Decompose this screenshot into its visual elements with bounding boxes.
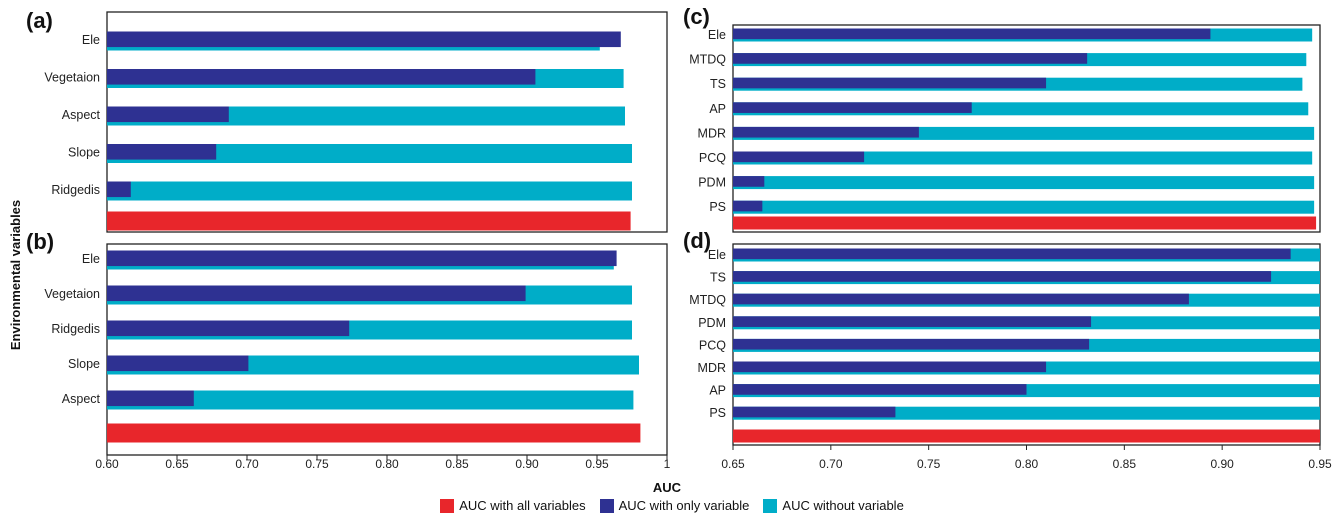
y-axis-title: Environmental variables bbox=[8, 200, 23, 350]
panel-a-label-ele: Ele bbox=[82, 33, 100, 47]
panel-c-bar-without-pdm bbox=[733, 176, 1315, 190]
panel-c-bar-only-mdr bbox=[733, 126, 919, 138]
panel-d-bar-only-mtdq bbox=[733, 293, 1189, 305]
panel-c-letter: (c) bbox=[683, 4, 710, 29]
panel-d-bar-only-ap bbox=[733, 384, 1027, 395]
panel-d-label-pcq: PCQ bbox=[699, 338, 726, 352]
panel-a-bar-all bbox=[107, 211, 631, 231]
left-tick-label-0.60: 0.60 bbox=[95, 457, 119, 471]
panel-d-label-ts: TS bbox=[710, 271, 726, 285]
panel-c-label-ap: AP bbox=[709, 102, 726, 116]
panel-c-bar-only-ap bbox=[733, 102, 972, 113]
legend-label-without: AUC without variable bbox=[782, 498, 904, 513]
left-tick-label-0.70: 0.70 bbox=[235, 457, 259, 471]
panel-b-bar-only-ridgedis bbox=[107, 320, 350, 337]
panel-b-label-ele: Ele bbox=[82, 252, 100, 266]
panel-b-bar-without-aspect bbox=[107, 390, 634, 410]
panel-b-label-ridgedis: Ridgedis bbox=[51, 322, 100, 336]
panel-c-label-pcq: PCQ bbox=[699, 151, 726, 165]
panel-c-label-pdm: PDM bbox=[698, 176, 726, 190]
panel-d-bar-only-ts bbox=[733, 271, 1272, 282]
left-tick-label-0.80: 0.80 bbox=[375, 457, 399, 471]
panel-b-frame bbox=[106, 243, 668, 456]
panel-c-bar-only-ts bbox=[733, 77, 1047, 89]
legend: AUC with all variables AUC with only var… bbox=[0, 498, 1344, 513]
panel-c-bar-only-ps bbox=[733, 200, 763, 212]
panel-a-bar-only-ridgedis bbox=[107, 181, 131, 198]
panel-c-bar-only-pdm bbox=[733, 176, 765, 187]
panel-d-bar-only-ps bbox=[733, 406, 896, 418]
panel-c-bar-only-ele bbox=[733, 28, 1211, 40]
legend-label-all: AUC with all variables bbox=[459, 498, 586, 513]
panel-a-bar-without-ridgedis bbox=[107, 181, 632, 201]
legend-swatch-all bbox=[440, 498, 455, 513]
panel-c-label-mdr: MDR bbox=[698, 126, 726, 140]
legend-swatch-only bbox=[599, 498, 614, 513]
right-tick-label-0.95: 0.95 bbox=[1308, 457, 1332, 471]
panel-d-label-ps: PS bbox=[709, 406, 726, 420]
panel-b-label-vegetaion: Vegetaion bbox=[44, 287, 100, 301]
panel-d-label-ap: AP bbox=[709, 384, 726, 398]
left-tick-label-0.85: 0.85 bbox=[445, 457, 469, 471]
panel-c-bar-without-pcq bbox=[733, 151, 1313, 165]
panel-a-bar-only-aspect bbox=[107, 106, 229, 123]
legend-item-only: AUC with only variable bbox=[599, 498, 750, 513]
panel-c-bar-only-pcq bbox=[733, 151, 865, 163]
legend-label-only: AUC with only variable bbox=[618, 498, 750, 513]
panel-b-label-aspect: Aspect bbox=[62, 392, 101, 406]
panel-d-label-mtdq: MTDQ bbox=[689, 293, 726, 307]
panel-d-letter: (d) bbox=[683, 228, 711, 253]
auc-figure: (a) Ele Vegetaion Aspect Slope Ridgedis (b) Ele… bbox=[8, 4, 1332, 495]
right-tick-label-0.75: 0.75 bbox=[917, 457, 941, 471]
panel-d-bar-only-pcq bbox=[733, 338, 1090, 350]
panel-b-bar-only-slope bbox=[107, 355, 249, 372]
right-tick-label-0.70: 0.70 bbox=[819, 457, 843, 471]
panel-b-bar-all bbox=[107, 423, 641, 443]
panel-a-bar-only-vegetaion bbox=[107, 69, 536, 85]
right-tick-label-0.65: 0.65 bbox=[721, 457, 745, 471]
panel-a-label-vegetaion: Vegetaion bbox=[44, 71, 100, 85]
x-axis-title: AUC bbox=[653, 480, 682, 495]
panel-d-bar-only-pdm bbox=[733, 316, 1092, 327]
panel-a-bar-without-slope bbox=[107, 144, 632, 163]
panel-a-label-aspect: Aspect bbox=[62, 108, 101, 122]
panel-b-bar-only-ele bbox=[107, 250, 617, 267]
panel-c-label-ele: Ele bbox=[708, 28, 726, 42]
panel-d-bar-only-ele bbox=[733, 248, 1291, 260]
panel-a-bar-only-slope bbox=[107, 144, 217, 160]
right-tick-label-0.85: 0.85 bbox=[1113, 457, 1137, 471]
panel-a-letter: (a) bbox=[26, 8, 53, 33]
panel-d-label-mdr: MDR bbox=[698, 361, 726, 375]
panel-d-label-ele: Ele bbox=[708, 248, 726, 262]
panel-a-bar-only-ele bbox=[107, 31, 621, 48]
legend-item-without: AUC without variable bbox=[763, 498, 904, 513]
legend-item-all: AUC with all variables bbox=[440, 498, 586, 513]
panel-c-bar-without-ps bbox=[733, 200, 1315, 214]
panel-c-bar-only-mtdq bbox=[733, 53, 1088, 64]
panel-d-bar-all bbox=[733, 429, 1320, 443]
panel-b-bar-only-aspect bbox=[107, 390, 194, 407]
left-tick-label-0.75: 0.75 bbox=[305, 457, 329, 471]
left-tick-label-1: 1 bbox=[664, 457, 671, 471]
panel-a-label-ridgedis: Ridgedis bbox=[51, 183, 100, 197]
right-tick-label-0.90: 0.90 bbox=[1210, 457, 1234, 471]
panel-d-label-pdm: PDM bbox=[698, 316, 726, 330]
legend-swatch-without bbox=[763, 498, 778, 513]
left-tick-label-0.95: 0.95 bbox=[585, 457, 609, 471]
left-tick-label-0.65: 0.65 bbox=[165, 457, 189, 471]
left-tick-label-0.90: 0.90 bbox=[515, 457, 539, 471]
panel-b-label-slope: Slope bbox=[68, 357, 100, 371]
panel-c-bar-all bbox=[733, 216, 1317, 230]
panel-b-bar-only-vegetaion bbox=[107, 285, 526, 302]
right-tick-label-0.80: 0.80 bbox=[1015, 457, 1039, 471]
panel-a-bar-without-aspect bbox=[107, 106, 625, 126]
panel-c-label-mtdq: MTDQ bbox=[689, 53, 726, 67]
panel-b-letter: (b) bbox=[26, 229, 54, 254]
panel-a-label-slope: Slope bbox=[68, 146, 100, 160]
panel-d-bar-only-mdr bbox=[733, 361, 1047, 373]
panel-c-label-ps: PS bbox=[709, 200, 726, 214]
panel-c-label-ts: TS bbox=[710, 77, 726, 91]
